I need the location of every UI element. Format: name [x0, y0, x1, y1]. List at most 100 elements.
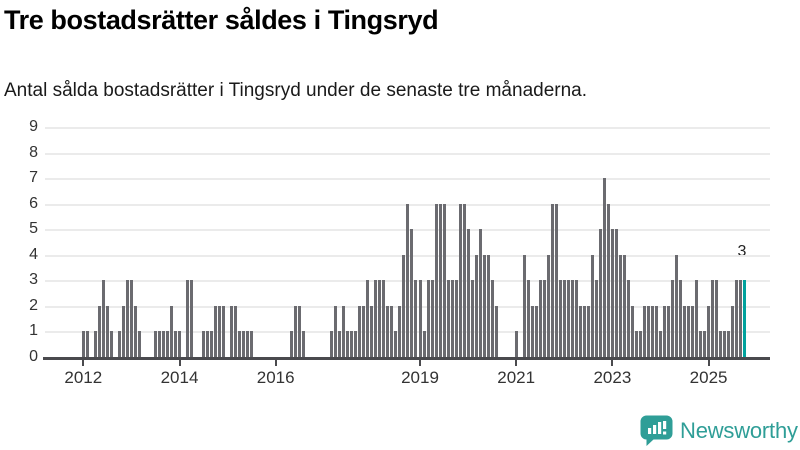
bar [178, 331, 181, 357]
bar [707, 305, 711, 357]
bar [679, 280, 683, 357]
bar [434, 203, 438, 357]
bar [630, 305, 634, 357]
bar [558, 280, 562, 357]
bar [570, 280, 574, 357]
bar [234, 305, 238, 357]
x-axis-label: 2023 [593, 368, 632, 387]
bar [374, 280, 378, 357]
page-title: Tre bostadsrätter såldes i Tingsryd [4, 5, 439, 35]
bar [530, 305, 534, 357]
bar [214, 305, 218, 357]
y-axis-label: 1 [29, 322, 38, 340]
bar [663, 305, 666, 357]
chart-subtitle: Antal sålda bostadsrätter i Tingsryd und… [4, 80, 588, 101]
bar [470, 280, 474, 357]
x-axis-tick [611, 360, 614, 366]
x-axis-tick [419, 360, 421, 366]
bar [703, 331, 707, 357]
bar [534, 305, 538, 357]
y-axis-label: 8 [29, 143, 38, 161]
bar [610, 229, 614, 357]
y-axis-label: 6 [29, 194, 38, 212]
bar [586, 305, 590, 357]
bar [430, 280, 434, 357]
bar [81, 331, 85, 357]
x-axis-label: 2016 [256, 368, 295, 387]
x-axis-label: 2019 [401, 368, 439, 387]
bar [554, 203, 558, 357]
bar [358, 305, 362, 357]
bar [578, 305, 582, 357]
bar [129, 280, 133, 357]
bar [671, 280, 675, 357]
bar [101, 280, 105, 357]
bar [250, 331, 254, 357]
bar [606, 203, 610, 357]
bar [394, 331, 398, 357]
y-axis-label: 7 [29, 169, 38, 187]
x-axis-tick [707, 360, 710, 366]
bar [338, 331, 342, 357]
bar [382, 280, 386, 357]
y-axis-label: 2 [29, 296, 38, 314]
bar [210, 331, 214, 357]
bar [202, 331, 206, 357]
bar [739, 280, 743, 357]
bar [482, 254, 486, 357]
bar [538, 280, 542, 357]
bar [582, 305, 586, 357]
bar [438, 203, 442, 357]
x-axis-tick [515, 360, 518, 366]
bar [719, 331, 723, 357]
bar [97, 305, 101, 357]
bar [574, 280, 578, 357]
bar [715, 280, 719, 357]
x-axis-label: 2025 [689, 368, 728, 387]
bar [695, 280, 699, 357]
bar [462, 203, 466, 357]
bar [121, 305, 125, 357]
bar [161, 331, 165, 357]
bar [691, 305, 695, 357]
bar [618, 254, 622, 357]
bar [659, 331, 662, 357]
bar [683, 305, 687, 357]
bar [614, 229, 618, 357]
bar [169, 305, 173, 357]
bar [230, 305, 234, 357]
newsworthy-logo-text: Newsworthy [680, 417, 798, 443]
bar [342, 305, 346, 357]
bar [711, 280, 715, 357]
bar [727, 331, 731, 357]
bar [410, 229, 414, 357]
bar [566, 280, 570, 357]
bar [85, 331, 89, 357]
bar [638, 331, 642, 357]
bar [731, 305, 735, 357]
y-axis-label: 4 [29, 245, 38, 263]
bar [735, 280, 739, 357]
bar [414, 280, 418, 357]
gridline [45, 152, 770, 155]
bar [350, 331, 354, 357]
newsworthy-logo: Newsworthy [640, 415, 798, 446]
bar [218, 305, 222, 357]
bar [442, 203, 446, 357]
bar [330, 331, 334, 357]
bar [450, 280, 454, 357]
bar [402, 254, 406, 357]
bar [590, 254, 594, 357]
bar [550, 203, 554, 357]
x-axis-line [43, 357, 770, 360]
bar [426, 280, 430, 357]
bar [446, 280, 450, 357]
y-axis-label: 3 [29, 271, 38, 289]
bar [109, 331, 113, 357]
bar [125, 280, 129, 357]
y-axis-label: 0 [29, 348, 38, 365]
bar [173, 331, 177, 357]
bar [646, 305, 650, 357]
bar [675, 254, 679, 357]
bar [294, 305, 298, 357]
